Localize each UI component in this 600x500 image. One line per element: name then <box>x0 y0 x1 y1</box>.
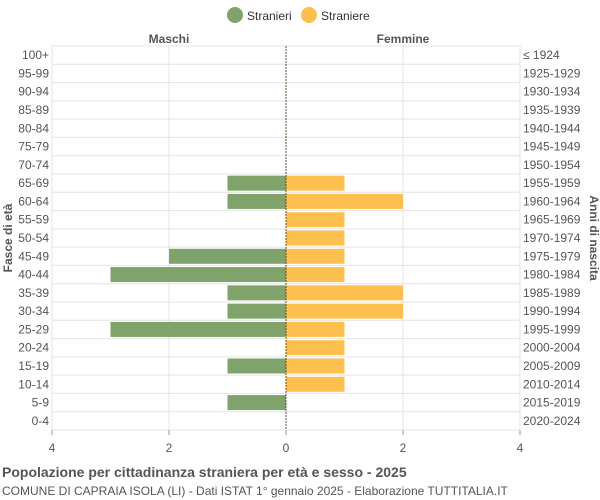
age-group-label: 70-74 <box>18 158 49 172</box>
birth-year-label: 1965-1969 <box>523 213 581 227</box>
x-tick-label: 4 <box>49 441 56 455</box>
legend-marker-stranieri <box>227 7 243 23</box>
population-pyramid-chart: 4 2 0 2 4 100+ ≤ 1924 95-99 1925-1929 90-94 1930-1… <box>1 7 600 455</box>
y-axis-title-right: Anni di nascita <box>587 195 600 281</box>
bar-straniere-55-59 <box>286 212 345 228</box>
bar-straniere-65-69 <box>286 175 345 191</box>
bar-straniere-25-29 <box>286 321 345 337</box>
bar-straniere-45-49 <box>286 248 345 264</box>
bars <box>110 175 403 411</box>
birth-year-label: 1985-1989 <box>523 286 581 300</box>
birth-year-label: 1975-1979 <box>523 249 581 263</box>
age-group-label: 20-24 <box>18 341 49 355</box>
age-group-label: 90-94 <box>18 85 49 99</box>
birth-year-label: 2020-2024 <box>523 414 581 428</box>
age-group-label: 40-44 <box>18 268 49 282</box>
header-maschi: Maschi <box>149 32 190 46</box>
bar-stranieri-60-64 <box>227 193 286 209</box>
x-tick-label: 2 <box>400 441 407 455</box>
age-group-label: 45-49 <box>18 249 49 263</box>
age-group-label: 80-84 <box>18 121 49 135</box>
labels: 4 2 0 2 4 100+ ≤ 1924 95-99 1925-1929 90-94 1930-1… <box>1 7 600 455</box>
x-tick-label: 0 <box>283 441 290 455</box>
bar-stranieri-35-39 <box>227 285 286 301</box>
header-femmine: Femmine <box>377 32 430 46</box>
age-group-label: 100+ <box>22 48 49 62</box>
bar-stranieri-45-49 <box>169 248 286 264</box>
age-group-label: 65-69 <box>18 176 49 190</box>
legend-marker-straniere <box>301 7 317 23</box>
bar-straniere-15-19 <box>286 358 345 374</box>
chart-caption-title: Popolazione per cittadinanza straniera p… <box>2 464 407 480</box>
chart-caption-source: COMUNE DI CAPRAIA ISOLA (LI) - Dati ISTA… <box>2 484 508 498</box>
age-group-label: 0-4 <box>32 414 50 428</box>
birth-year-label: ≤ 1924 <box>523 48 560 62</box>
bar-stranieri-65-69 <box>227 175 286 191</box>
age-group-label: 10-14 <box>18 377 49 391</box>
bar-stranieri-40-44 <box>110 267 286 283</box>
x-tick-label: 4 <box>517 441 524 455</box>
age-group-label: 85-89 <box>18 103 49 117</box>
bar-straniere-60-64 <box>286 193 403 209</box>
y-axis-title-left: Fasce di età <box>1 203 15 272</box>
birth-year-label: 1940-1944 <box>523 121 581 135</box>
bar-straniere-10-14 <box>286 376 345 392</box>
age-group-label: 25-29 <box>18 322 49 336</box>
bar-straniere-20-24 <box>286 340 345 356</box>
age-group-label: 5-9 <box>32 396 50 410</box>
bar-stranieri-25-29 <box>110 321 286 337</box>
birth-year-label: 1960-1964 <box>523 194 581 208</box>
bar-straniere-50-54 <box>286 230 345 246</box>
birth-year-label: 1930-1934 <box>523 85 581 99</box>
birth-year-label: 2005-2009 <box>523 359 581 373</box>
bar-straniere-30-34 <box>286 303 403 319</box>
age-group-label: 35-39 <box>18 286 49 300</box>
bar-straniere-40-44 <box>286 267 345 283</box>
axes <box>51 46 521 435</box>
legend-label-stranieri: Stranieri <box>247 9 292 23</box>
age-group-label: 15-19 <box>18 359 49 373</box>
birth-year-label: 1980-1984 <box>523 268 581 282</box>
bar-straniere-35-39 <box>286 285 403 301</box>
age-group-label: 30-34 <box>18 304 49 318</box>
birth-year-label: 1945-1949 <box>523 140 581 154</box>
age-group-label: 55-59 <box>18 213 49 227</box>
birth-year-label: 1990-1994 <box>523 304 581 318</box>
legend-label-straniere: Straniere <box>321 9 370 23</box>
birth-year-label: 1955-1959 <box>523 176 581 190</box>
bar-stranieri-5-9 <box>227 395 286 411</box>
age-group-label: 60-64 <box>18 194 49 208</box>
birth-year-label: 1925-1929 <box>523 66 581 80</box>
birth-year-label: 2015-2019 <box>523 396 581 410</box>
age-group-label: 75-79 <box>18 140 49 154</box>
birth-year-label: 1970-1974 <box>523 231 581 245</box>
age-group-label: 50-54 <box>18 231 49 245</box>
birth-year-label: 2010-2014 <box>523 377 581 391</box>
bar-stranieri-30-34 <box>227 303 286 319</box>
bar-stranieri-15-19 <box>227 358 286 374</box>
age-group-label: 95-99 <box>18 66 49 80</box>
birth-year-label: 1950-1954 <box>523 158 581 172</box>
birth-year-label: 1935-1939 <box>523 103 581 117</box>
x-tick-label: 2 <box>166 441 173 455</box>
birth-year-label: 1995-1999 <box>523 322 581 336</box>
birth-year-label: 2000-2004 <box>523 341 581 355</box>
